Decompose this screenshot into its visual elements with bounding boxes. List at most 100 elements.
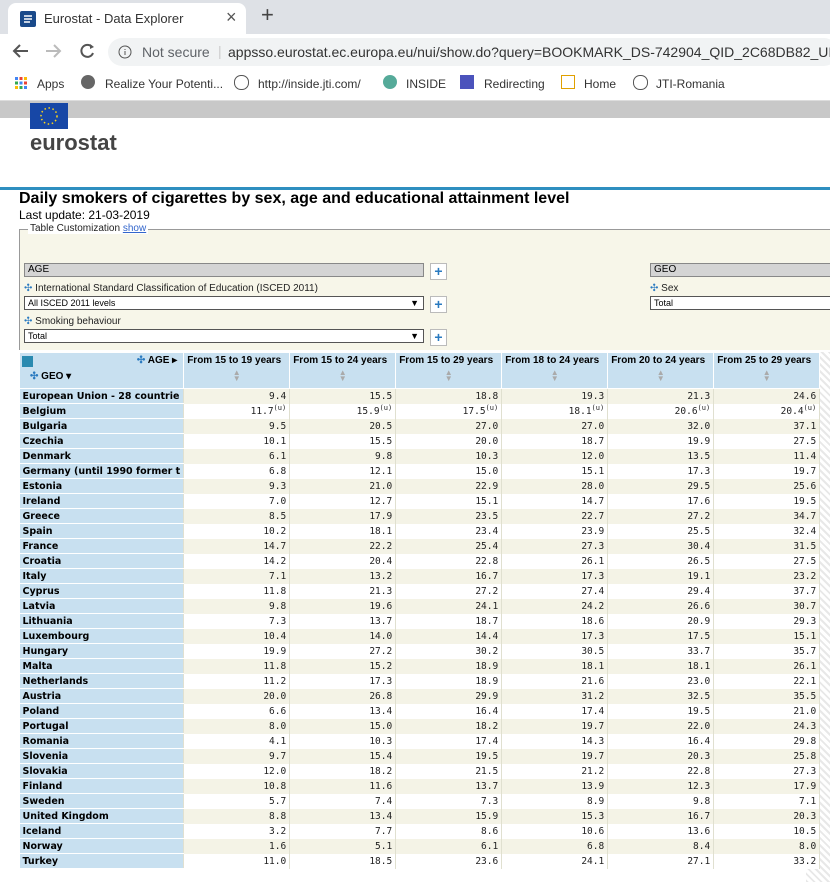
bookmark[interactable]: Home	[584, 77, 616, 91]
value-cell: 7.4	[290, 794, 396, 809]
value: 9.8	[375, 451, 392, 462]
sort-control[interactable]: ▲▼	[611, 370, 710, 382]
value: 17.3	[581, 571, 604, 582]
value-cell: 9.4	[184, 389, 290, 404]
value-cell: 24.3	[714, 719, 820, 734]
value: 13.7	[475, 781, 498, 792]
row-label: Slovenia	[20, 749, 184, 764]
value: 18.2	[369, 766, 392, 777]
bookmark[interactable]: JTI-Romania	[656, 77, 725, 91]
row-label: Portugal	[20, 719, 184, 734]
value: 8.4	[693, 841, 710, 852]
flag: (u)	[804, 404, 817, 412]
value: 21.3	[369, 586, 392, 597]
row-label: Romania	[20, 734, 184, 749]
bookmark[interactable]: Redirecting	[484, 77, 545, 91]
bookmarks-bar: Apps Realize Your Potenti... http://insi…	[0, 68, 830, 101]
value: 6.1	[481, 841, 498, 852]
data-row: Slovenia9.715.419.519.720.325.8	[20, 749, 820, 764]
value-cell: 20.0	[184, 689, 290, 704]
value: 7.7	[375, 826, 392, 837]
col-dim[interactable]: ✣ AGE ▸	[137, 355, 177, 366]
security-label: Not secure	[142, 44, 210, 60]
value: 19.5	[475, 751, 498, 762]
value: 16.4	[687, 736, 710, 747]
bookmark[interactable]: Apps	[37, 77, 64, 91]
value-cell: 16.7	[396, 569, 502, 584]
geo-dimension[interactable]: GEO	[650, 263, 830, 277]
address-bar[interactable]: Not secure | appsso.eurostat.ec.europa.e…	[108, 38, 830, 66]
value: 25.6	[793, 481, 816, 492]
value: 30.4	[687, 541, 710, 552]
value: 22.9	[475, 481, 498, 492]
value-cell: 27.5	[714, 434, 820, 449]
value: 19.1	[687, 571, 710, 582]
value-cell: 8.9	[502, 794, 608, 809]
sort-control[interactable]: ▲▼	[717, 370, 816, 382]
flag: (u)	[592, 404, 605, 412]
value-cell: 17.4	[502, 704, 608, 719]
smoking-select[interactable]: Total▼	[24, 329, 424, 343]
show-link[interactable]: show	[123, 223, 146, 234]
bookmark[interactable]: http://inside.jti.com/	[258, 77, 361, 91]
sex-select[interactable]: Total	[650, 296, 830, 310]
column-label: From 18 to 24 years	[505, 355, 604, 366]
value-cell: 37.1	[714, 419, 820, 434]
value-cell: 23.2	[714, 569, 820, 584]
value: 19.6	[369, 601, 392, 612]
add-button[interactable]: +	[430, 263, 447, 280]
value-cell: 17.9	[290, 509, 396, 524]
bookmark[interactable]: INSIDE	[406, 77, 446, 91]
value: 15.2	[369, 661, 392, 672]
value: 24.6	[793, 391, 816, 402]
sort-control[interactable]: ▲▼	[187, 370, 286, 382]
value-cell: 27.3	[502, 539, 608, 554]
value-cell: 27.0	[396, 419, 502, 434]
add-button[interactable]: +	[430, 329, 447, 346]
url: appsso.eurostat.ec.europa.eu/nui/show.do…	[228, 44, 830, 60]
value-cell: 26.5	[608, 554, 714, 569]
value: 13.5	[687, 451, 710, 462]
value-cell: 21.5	[396, 764, 502, 779]
age-dimension[interactable]: AGE	[24, 263, 424, 277]
logo: eurostat	[30, 130, 117, 156]
value-cell: 27.2	[396, 584, 502, 599]
value-cell: 23.0	[608, 674, 714, 689]
value-cell: 18.5	[290, 854, 396, 869]
value: 20.4	[781, 407, 804, 418]
value: 29.3	[793, 616, 816, 627]
row-label: Sweden	[20, 794, 184, 809]
data-row: Hungary19.927.230.230.533.735.7	[20, 644, 820, 659]
value-cell: 22.9	[396, 479, 502, 494]
value-cell: 12.0	[502, 449, 608, 464]
value-cell: 15.3	[502, 809, 608, 824]
value: 23.2	[793, 571, 816, 582]
value: 23.4	[475, 526, 498, 537]
value-cell: 10.6	[502, 824, 608, 839]
new-tab[interactable]: +	[261, 2, 274, 28]
value: 15.3	[581, 811, 604, 822]
row-label: Latvia	[20, 599, 184, 614]
sort-control[interactable]: ▲▼	[399, 370, 498, 382]
tab-close[interactable]: ×	[226, 7, 237, 28]
data-row: Bulgaria9.520.527.027.032.037.1	[20, 419, 820, 434]
value: 27.3	[581, 541, 604, 552]
tab[interactable]: Eurostat - Data Explorer ×	[8, 3, 246, 34]
row-dim[interactable]: ✣ GEO ▾	[30, 371, 71, 382]
nav-buttons[interactable]	[10, 41, 100, 61]
value-cell: 15.4	[290, 749, 396, 764]
value-cell: 27.4	[502, 584, 608, 599]
value-cell: 18.1	[502, 659, 608, 674]
bookmark[interactable]: Realize Your Potenti...	[105, 77, 223, 91]
sort-control[interactable]: ▲▼	[505, 370, 604, 382]
value: 17.4	[475, 736, 498, 747]
sort-control[interactable]: ▲▼	[293, 370, 392, 382]
value: 17.4	[581, 706, 604, 717]
value: 27.2	[687, 511, 710, 522]
education-select[interactable]: All ISCED 2011 levels▼	[24, 296, 424, 310]
value: 20.0	[475, 436, 498, 447]
add-button[interactable]: +	[430, 296, 447, 313]
value: 29.8	[793, 736, 816, 747]
value-cell: 20.5	[290, 419, 396, 434]
row-label: Germany (until 1990 former t	[20, 464, 184, 479]
